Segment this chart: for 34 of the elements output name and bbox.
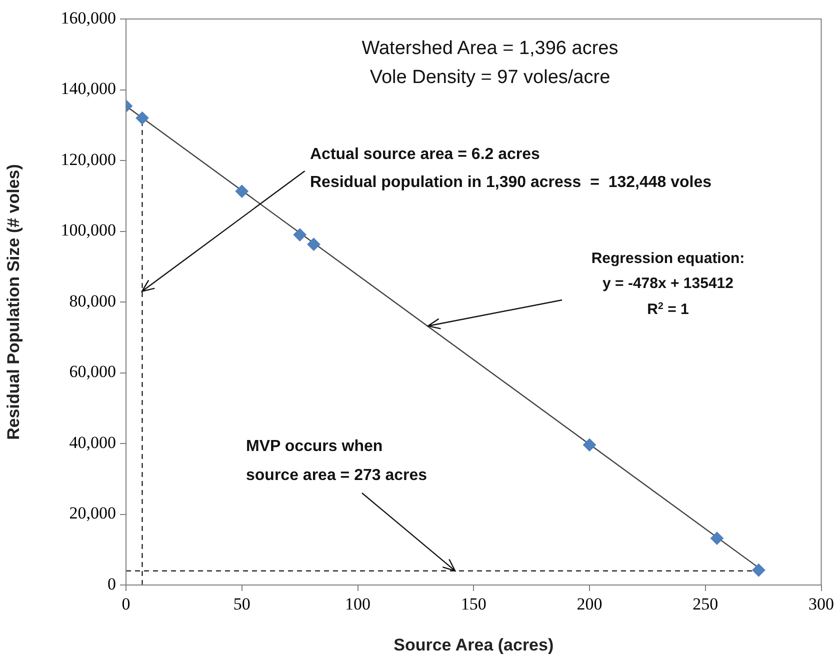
annotation: R$^{2}$ = 1 — [647, 300, 689, 318]
y-tick-label: 100,000 — [60, 220, 116, 240]
x-tick-label: 0 — [122, 594, 130, 614]
point — [235, 184, 248, 198]
x-tick-label: 50 — [233, 594, 250, 614]
y-tick-label: 140,000 — [60, 79, 116, 98]
point — [752, 564, 766, 577]
y-tick-label: 0 — [108, 574, 116, 594]
x-tick-label: 300 — [808, 594, 834, 614]
x-tick-label: 150 — [460, 594, 486, 614]
point — [136, 112, 149, 125]
point — [293, 228, 306, 242]
y-tick-label: 20,000 — [69, 504, 116, 523]
annotation: Residual population in 1,390 acress = 132,448 voles — [310, 174, 712, 191]
point — [307, 238, 320, 251]
x-tick-label: 200 — [576, 594, 602, 614]
annotation: Regression equation: — [591, 250, 745, 266]
y-tick-label: 60,000 — [69, 362, 116, 382]
y-tick-label: 160,000 — [60, 8, 116, 28]
annotation: source area = 273 acres — [246, 467, 428, 484]
annotation: Actual source area = 6.2 acres — [310, 146, 540, 163]
y-tick-label: 80,000 — [69, 291, 116, 310]
annotation: Watershed Area = 1,396 acres — [362, 38, 618, 58]
annotation: MVP occurs when — [246, 438, 383, 455]
annotation: Vole Density = 97 voles/acre — [370, 66, 610, 88]
point — [710, 532, 724, 545]
y-tick-label: 120,000 — [60, 150, 116, 169]
y-tick-label: 40,000 — [69, 432, 116, 452]
y-axis-title: Residual Population Size (# voles) — [4, 164, 23, 440]
x-axis-title: Source Area (acres) — [394, 635, 554, 654]
x-tick-label: 250 — [692, 594, 718, 614]
annotation: y = -478x + 135412 — [602, 274, 734, 292]
point — [583, 438, 596, 452]
x-tick-label: 100 — [345, 594, 370, 614]
